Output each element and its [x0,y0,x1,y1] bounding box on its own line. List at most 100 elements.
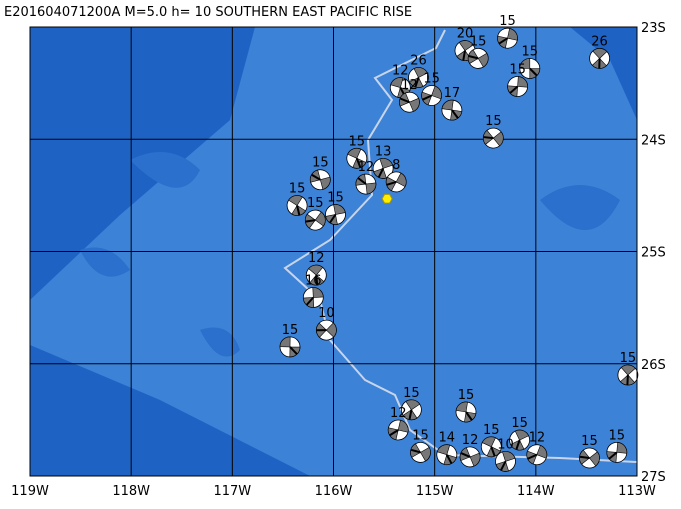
beachball-p-axis [462,50,466,61]
focal-mechanism [408,67,429,88]
beachball-compression [459,447,481,467]
beachball-p-axis [626,374,629,385]
focal-mechanism [346,147,368,169]
beachball-p-axis [408,409,413,420]
beachball-p-axis [509,85,519,94]
lat-label: 23S [641,21,666,36]
lon-label: 115W [416,484,454,499]
beachball-compression [467,49,489,68]
depth-label: 10 [497,437,514,452]
depth-label: 15 [485,114,502,129]
focal-mechanism [385,171,407,193]
depth-label: 15 [312,156,329,171]
beachball-p-axis [377,167,384,178]
beachball-p-axis [490,446,496,457]
focal-mechanism [519,58,541,79]
focal-mechanism [315,319,337,341]
lon-label: 118W [112,484,150,499]
beachball-compression [387,419,409,441]
beachball-compression [316,322,337,338]
depth-label: 15 [289,181,306,196]
depth-label: 10 [318,306,335,321]
focal-mechanism [325,204,346,225]
focal-mechanism [606,441,628,463]
epicenter [381,193,393,204]
depth-label: 26 [591,34,608,49]
focal-mechanism [305,264,327,286]
beachball-p-axis [579,455,590,459]
beachball-p-axis [460,452,471,458]
plate-boundary [283,29,638,463]
beachball-p-axis [355,157,362,168]
depth-label: 15 [620,351,637,366]
lat-label: 26S [641,358,666,373]
focal-mechanism [480,436,502,458]
focal-mechanism [507,76,528,97]
focal-mechanism [400,399,422,421]
depth-label: 12 [529,431,546,446]
beachball-compression [288,195,306,216]
beachball-p-axis [451,109,459,119]
depth-label: 12 [392,64,409,79]
beachball-p-axis [315,275,319,286]
lon-label: 116W [315,484,353,499]
focal-mechanism [387,419,409,441]
depth-label: 12 [401,78,418,93]
beachball-p-axis [498,37,509,45]
beachball-p-axis [311,173,321,181]
beachball-compression [483,129,504,147]
beachball-p-axis [389,429,399,437]
lon-label: 117W [213,484,251,499]
beachball-compression [305,211,326,229]
beachball-compression [421,85,442,106]
depth-label: 12 [390,406,407,421]
focal-mechanism [302,287,324,308]
beachball-compression [325,204,346,225]
beachball-p-axis [386,180,397,186]
depth-label: 15 [327,190,344,205]
beachball-compression [455,401,477,423]
map-title: E201604071200A M=5.0 h= 10 SOUTHERN EAST… [4,5,412,20]
depth-label: 15 [509,62,526,77]
depth-label: 8 [392,158,400,173]
lon-label: 114W [517,484,555,499]
beachball-p-axis [305,219,316,223]
lat-label: 25S [641,246,666,261]
depth-label: 15 [282,323,299,338]
lat-label: 27S [641,470,666,485]
beachball-p-axis [316,329,327,332]
beachball-compression [497,28,518,49]
focal-mechanism [441,99,463,121]
beachball-p-axis [422,94,433,101]
depth-label: 15 [499,14,516,29]
beachball-compression [410,443,431,462]
focal-mechanism [421,85,443,106]
depth-label: 17 [444,86,461,101]
beachball-p-axis [296,205,301,216]
depth-label: 15 [403,386,420,401]
beachball-p-axis [399,97,410,104]
beachball-p-axis [529,67,538,77]
focal-mechanism [497,27,518,49]
depth-label: 12 [358,160,375,175]
focal-mechanism [304,209,326,231]
beachball-compression [399,92,420,112]
focal-mechanism [495,450,516,472]
focal-mechanism [617,364,639,386]
beachball-p-axis [445,454,453,464]
depth-label: 15 [608,428,625,443]
focal-mechanism [467,48,489,69]
beachball-p-axis [414,77,420,88]
beachball-compression [409,67,428,88]
focal-mechanism [579,447,600,469]
beachball-compression [385,172,407,192]
beachball-p-axis [357,177,367,185]
focal-mechanism [286,195,308,216]
beachball-p-axis [527,453,538,460]
beachball-compression [481,436,501,458]
focal-mechanism [355,173,377,195]
beachball-compression [436,444,457,465]
beachball-compression [526,444,548,465]
focal-mechanism [509,429,530,451]
